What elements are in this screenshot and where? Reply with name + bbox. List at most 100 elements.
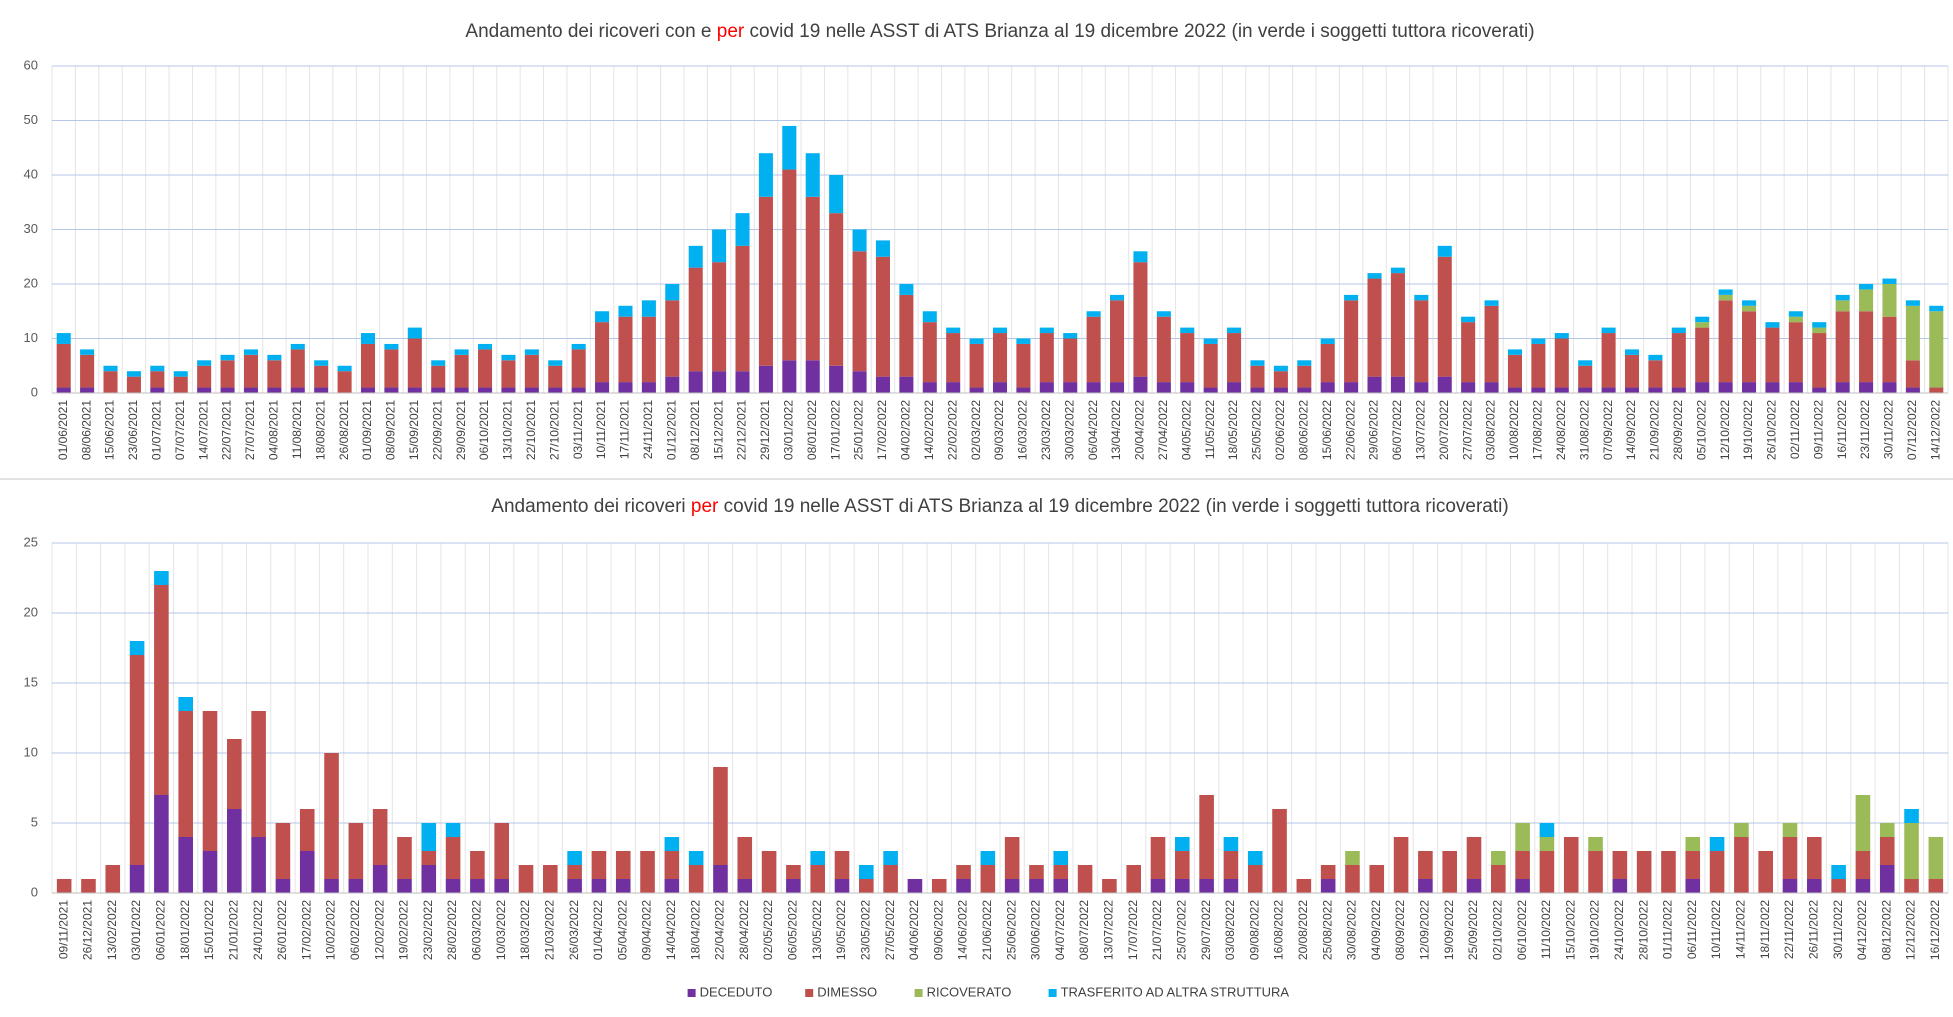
bar-segment [478, 387, 493, 393]
x-tick-label: 08/09/2021 [384, 400, 398, 460]
bar-segment [397, 879, 412, 893]
bar-segment [470, 879, 485, 893]
bar-segment [1601, 387, 1616, 393]
x-tick-label: 22/07/2021 [220, 400, 234, 460]
bar-segment [154, 571, 169, 585]
bar-segment [1227, 382, 1242, 393]
bar-segment [665, 300, 680, 377]
bar-segment [1297, 387, 1312, 393]
x-tick-label: 09/11/2021 [56, 900, 70, 959]
x-tick-label: 22/09/2021 [430, 400, 444, 460]
bar-segment [852, 251, 867, 372]
bar-segment [421, 865, 437, 893]
x-tick-label: 04/07/2022 [1053, 900, 1067, 960]
bar-segment [518, 865, 534, 893]
bar-segment [883, 851, 898, 865]
bar-segment [1180, 382, 1195, 393]
bar-segment [129, 655, 145, 865]
x-tick-label: 26/12/2021 [81, 900, 95, 960]
legend-swatch [914, 989, 923, 997]
bar-segment [1175, 851, 1190, 879]
bar-segment [1273, 365, 1288, 372]
bar-segment [275, 823, 291, 879]
x-tick-label: 04/09/2022 [1369, 900, 1383, 960]
bar-segment [1859, 284, 1874, 290]
bar-segment [1788, 316, 1803, 323]
bar-segment [1855, 879, 1871, 893]
bar-segment [852, 229, 867, 252]
bar-segment [665, 376, 680, 393]
x-tick-label: 21/03/2022 [542, 900, 556, 960]
bar-segment [150, 371, 165, 388]
bar-segment [314, 365, 329, 388]
bar-segment [1588, 851, 1603, 893]
bar-segment [1695, 382, 1710, 393]
x-tick-label: 28/04/2022 [737, 900, 751, 960]
bar-segment [173, 376, 188, 393]
x-tick-label: 23/03/2022 [1039, 400, 1053, 460]
bar-segment [220, 360, 235, 388]
bar-segment [758, 196, 773, 366]
bar-segment [1879, 837, 1895, 865]
x-tick-label: 06/04/2022 [1086, 400, 1100, 460]
x-tick-label: 02/05/2022 [761, 900, 775, 960]
bar-segment [1016, 387, 1031, 393]
bar-segment [1709, 837, 1725, 851]
bar-segment [1812, 333, 1827, 388]
bar-segment [1461, 382, 1476, 393]
x-tick-label: 24/10/2022 [1612, 900, 1626, 960]
bar-segment [810, 865, 825, 893]
bar-segment [805, 360, 820, 393]
x-tick-label: 20/04/2022 [1133, 400, 1147, 460]
title-run: per [717, 21, 745, 42]
bar-segment [81, 879, 96, 893]
chart-title: Andamento dei ricoveri per covid 19 nell… [491, 496, 1508, 517]
bar-segment [478, 349, 493, 388]
bar-segment [1110, 300, 1125, 383]
x-tick-label: 27/05/2022 [883, 900, 897, 960]
bar-segment [859, 865, 874, 879]
bar-segment [421, 823, 437, 851]
bar-segment [1203, 343, 1218, 388]
bar-segment [1180, 333, 1195, 383]
x-tick-label: 06/02/2022 [348, 900, 362, 960]
bar-segment [875, 376, 890, 393]
x-tick-label: 27/04/2022 [1156, 400, 1170, 460]
x-tick-label: 30/11/2022 [1882, 400, 1896, 459]
bar-segment [360, 333, 376, 344]
bar-segment [1247, 851, 1263, 865]
bar-segment [1437, 256, 1452, 377]
bar-segment [494, 879, 509, 893]
bar-segment [1765, 382, 1780, 393]
x-tick-label: 14/04/2022 [664, 900, 678, 960]
bar-segment [688, 267, 703, 372]
bar-segment [595, 311, 610, 323]
bar-segment [1765, 322, 1780, 328]
bar-segment [251, 711, 266, 837]
x-tick-label: 13/10/2021 [501, 400, 515, 460]
x-tick-label: 23/06/2021 [126, 400, 140, 460]
bar-segment [1004, 879, 1020, 893]
x-tick-label: 21/01/2022 [226, 900, 240, 960]
bar-segment [1199, 795, 1214, 879]
bar-segment [735, 371, 750, 393]
bar-segment [1369, 865, 1385, 893]
bar-segment [1345, 851, 1360, 865]
x-tick-label: 05/04/2022 [615, 900, 629, 960]
x-tick-label: 22/02/2022 [945, 400, 959, 460]
title-run: Andamento dei ricoveri con e [465, 21, 716, 42]
legend-label: DIMESSO [817, 984, 877, 999]
x-tick-label: 06/07/2022 [1390, 400, 1404, 460]
x-tick-label: 08/12/2021 [688, 400, 702, 460]
bar-segment [571, 387, 586, 393]
x-tick-label: 15/06/2021 [103, 400, 117, 460]
legend-swatch [687, 989, 696, 997]
y-tick-label: 10 [24, 744, 38, 759]
bar-segment [1554, 333, 1569, 339]
title-run: per [691, 496, 719, 517]
bar-segment [105, 865, 121, 893]
bar-segment [956, 865, 971, 879]
bar-segment [1203, 338, 1218, 344]
x-tick-label: 28/10/2022 [1636, 900, 1650, 960]
x-tick-label: 04/08/2021 [267, 400, 281, 460]
